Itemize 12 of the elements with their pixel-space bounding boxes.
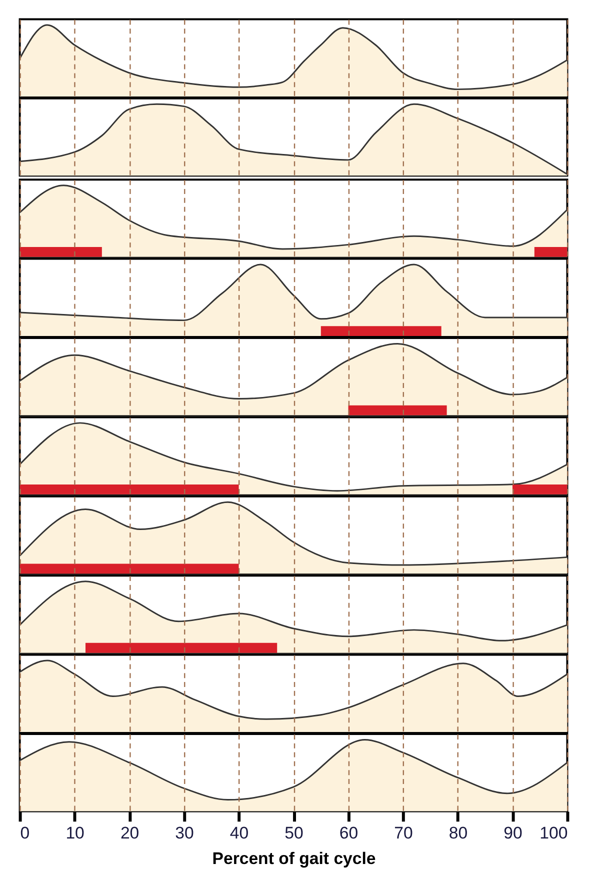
x-axis-title: Percent of gait cycle (212, 849, 376, 868)
x-tick-label: 0 (20, 823, 30, 842)
x-tick-label: 40 (230, 823, 249, 842)
x-tick-label: 90 (504, 823, 522, 842)
x-tick-label: 30 (175, 823, 194, 842)
x-tick-label: 10 (66, 823, 84, 842)
x-tick-label: 50 (284, 823, 304, 842)
x-tick-label: 70 (394, 823, 413, 842)
x-tick-label: 60 (339, 823, 358, 842)
x-tick-label: 80 (448, 823, 468, 842)
x-tick-label: 100 (540, 823, 568, 842)
x-tick-label: 20 (120, 823, 140, 842)
